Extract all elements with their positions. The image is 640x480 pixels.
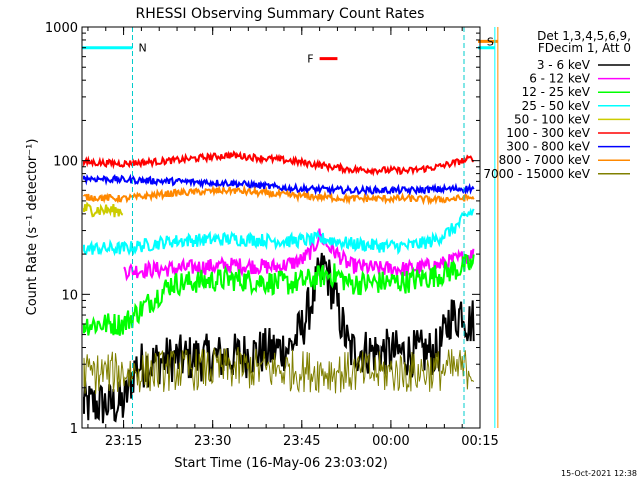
legend-label-6: 100 - 300 keV: [506, 126, 590, 140]
legend-header-line-1: Det 1,3,4,5,6,9,: [537, 29, 631, 43]
x-axis-label: Start Time (16-May-06 23:03:02): [174, 456, 388, 471]
x-tick-label: 00:00: [372, 434, 409, 449]
night-label: N: [138, 42, 146, 55]
legend-label-5: 50 - 100 keV: [514, 112, 591, 126]
series-line-2: [123, 228, 475, 282]
y-axis: 1 10 100 1000: [45, 21, 480, 437]
series-line-9: [83, 346, 475, 395]
x-tick-label: 23:15: [105, 434, 142, 449]
timestamp: 15-Oct-2021 12:38: [561, 469, 637, 478]
y-tick-label: 100: [53, 155, 78, 170]
x-axis: 23:15 23:30 23:45 00:00 00:15: [87, 27, 499, 449]
legend: Det 1,3,4,5,6,9, FDecim 1, Att 0 3 - 6 k…: [483, 29, 631, 181]
saa-label: S: [487, 35, 494, 48]
chart-title: RHESSI Observing Summary Count Rates: [136, 6, 425, 22]
y-tick-label: 1000: [45, 21, 78, 36]
series-line-5: [83, 201, 124, 218]
legend-label-8: 800 - 7000 keV: [499, 153, 591, 167]
series-line-7: [83, 173, 475, 197]
flare-label: F: [307, 53, 313, 66]
x-tick-label: 23:45: [283, 434, 320, 449]
legend-header-line-2: FDecim 1, Att 0: [538, 41, 631, 55]
series-line-8: [83, 184, 475, 206]
y-tick-label: 10: [61, 288, 78, 303]
plot-frame: [81, 26, 481, 429]
x-tick-label: 23:30: [194, 434, 231, 449]
y-tick-label: 1: [70, 422, 78, 437]
legend-label-4: 25 - 50 keV: [522, 99, 591, 113]
plot-area: N S F: [82, 27, 499, 428]
series-line-6: [83, 150, 474, 177]
x-tick-label: 00:15: [461, 434, 498, 449]
legend-label-9: 7000 - 15000 keV: [483, 167, 590, 181]
series-line-3: [83, 253, 475, 336]
legend-label-2: 6 - 12 keV: [529, 72, 591, 86]
legend-label-7: 300 - 800 keV: [506, 140, 590, 154]
legend-label-1: 3 - 6 keV: [537, 58, 591, 72]
series-line-4: [83, 207, 475, 257]
legend-label-3: 12 - 25 keV: [522, 85, 591, 99]
y-axis-label: Count Rate (s⁻¹ detector⁻¹): [25, 139, 40, 316]
